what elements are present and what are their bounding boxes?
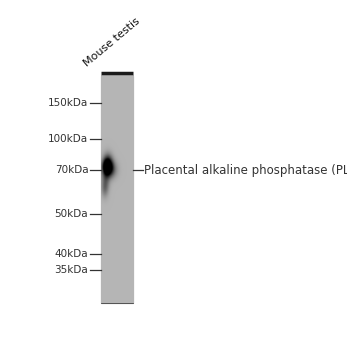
Text: 35kDa: 35kDa	[54, 265, 88, 275]
Text: Mouse testis: Mouse testis	[82, 16, 142, 69]
Text: 150kDa: 150kDa	[48, 98, 88, 108]
Text: 100kDa: 100kDa	[48, 134, 88, 144]
Text: 40kDa: 40kDa	[55, 248, 88, 259]
Text: Placental alkaline phosphatase (PLAP): Placental alkaline phosphatase (PLAP)	[144, 163, 347, 176]
Bar	[101, 76, 134, 303]
Text: 70kDa: 70kDa	[55, 165, 88, 175]
Text: 50kDa: 50kDa	[55, 210, 88, 219]
